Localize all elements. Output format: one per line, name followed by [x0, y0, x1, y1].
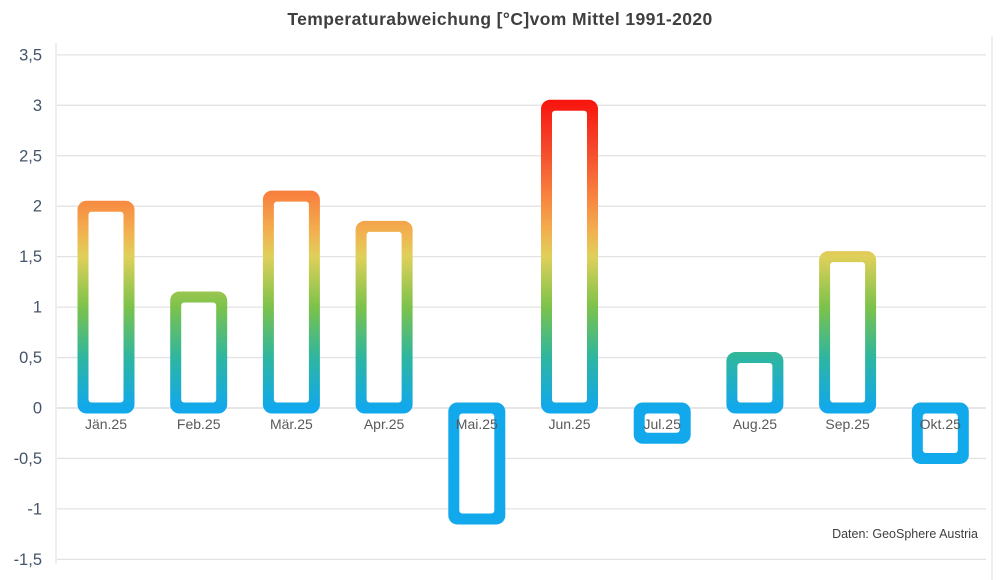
x-axis-category-label: Apr.25	[364, 416, 405, 432]
x-axis-category-label: Sep.25	[825, 416, 870, 432]
bar-interior	[644, 413, 680, 433]
y-axis-tick-label: 3,5	[19, 46, 42, 64]
bar-interior	[552, 110, 587, 403]
bar-interior	[88, 211, 124, 403]
x-axis-category-label: Jul.25	[644, 416, 682, 432]
y-axis-tick-label: 1,5	[19, 248, 42, 266]
y-axis-tick-label: 2,5	[19, 147, 42, 165]
y-axis-tick-label: 1	[33, 299, 42, 317]
x-axis-category-label: Aug.25	[733, 416, 778, 432]
bar-interior	[273, 201, 309, 403]
bar-interior	[181, 302, 217, 403]
y-axis-tick-label: -1,5	[14, 551, 42, 569]
y-axis-tick-label: -0,5	[14, 450, 42, 468]
bar-interior	[366, 231, 402, 403]
y-axis-tick-label: 0	[33, 400, 42, 418]
bar-interior	[922, 413, 958, 453]
x-axis-category-label: Okt.25	[920, 416, 961, 432]
x-axis-category-label: Mai.25	[456, 416, 498, 432]
x-axis-category-label: Mär.25	[270, 416, 313, 432]
bar-interior	[737, 363, 773, 403]
chart-title: Temperaturabweichung [°C]vom Mittel 1991…	[287, 9, 713, 29]
x-axis-category-label: Jän.25	[85, 416, 127, 432]
bar-interior	[459, 413, 495, 514]
y-axis-tick-label: -1	[27, 500, 42, 518]
y-axis-tick-label: 0,5	[19, 349, 42, 367]
bar-interior	[830, 262, 866, 403]
y-axis-tick-label: 2	[33, 198, 42, 216]
x-axis-category-label: Feb.25	[177, 416, 221, 432]
y-axis-tick-label: 3	[33, 97, 42, 115]
x-axis-category-label: Jun.25	[548, 416, 590, 432]
data-source-label: Daten: GeoSphere Austria	[832, 527, 978, 541]
